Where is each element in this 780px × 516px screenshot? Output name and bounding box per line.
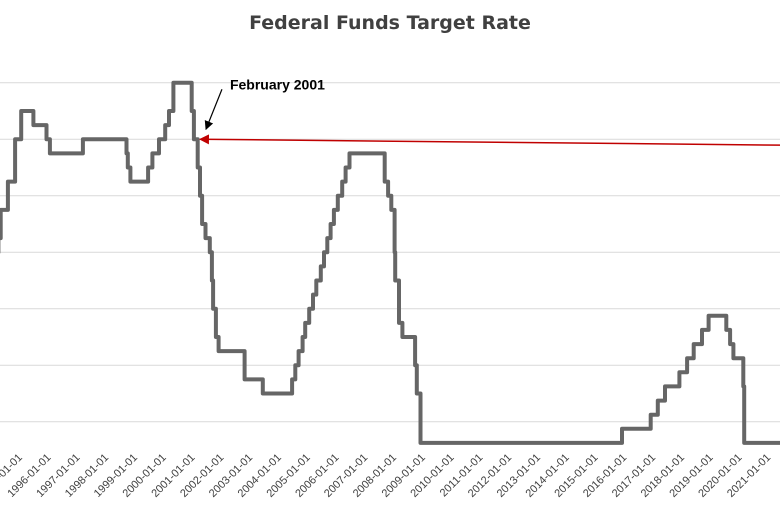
series-layer	[0, 80, 780, 445]
annotation-layer: February 2001	[198, 76, 780, 146]
annotation-arrow	[204, 89, 223, 131]
chart-title: Federal Funds Target Rate	[249, 12, 531, 34]
annotation-label: February 2001	[230, 76, 325, 92]
x-axis-tick-labels: 1994-01-011995-01-011996-01-011997-01-01…	[0, 452, 773, 500]
reference-arrow	[198, 134, 780, 146]
series-line	[0, 80, 780, 445]
gridlines	[0, 82, 780, 423]
